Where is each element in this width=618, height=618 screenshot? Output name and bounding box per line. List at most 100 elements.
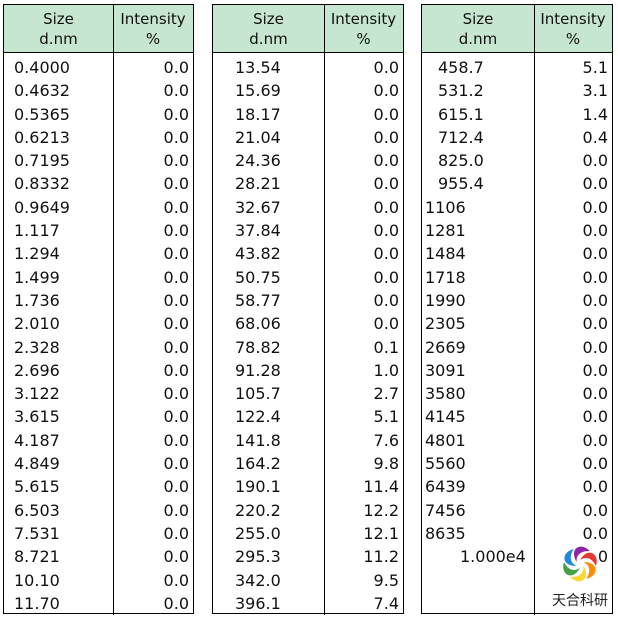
size-cell: 1106 <box>425 197 466 217</box>
intensity-cell: 0.0 <box>163 221 189 241</box>
size-cell: 43.82 <box>235 244 281 264</box>
size-cell: 0.9649 <box>14 197 70 217</box>
size-cell: 955.4 <box>438 174 484 194</box>
intensity-cell: 12.1 <box>363 523 399 543</box>
intensity-cell: 0.0 <box>163 337 189 357</box>
intensity-column: 5.1 3.1 1.4 0.4 0.0 0.0 0.0 0.0 0.0 0.0 0.0 0.0 0.0 0… <box>535 53 611 615</box>
size-cell: 615.1 <box>438 104 484 124</box>
size-cell: 396.1 <box>235 593 281 613</box>
intensity-cell: 0.0 <box>582 477 608 497</box>
intensity-cell: 0.0 <box>163 454 189 474</box>
intensity-column: 0.0 0.0 0.0 0.0 0.0 0.0 0.0 0.0 0.0 0.0 0.0 0.0 0.1 1… <box>325 53 402 615</box>
intensity-cell: 0.0 <box>373 221 399 241</box>
size-cell: 825.0 <box>438 151 484 171</box>
size-cell: 11.70 <box>14 593 60 613</box>
table-panel-1: Size d.nm Intensity % 0.4000 0.4632 0.5365… <box>3 4 194 616</box>
intensity-cell: 0.0 <box>163 244 189 264</box>
size-cell: 458.7 <box>438 58 484 77</box>
size-cell: 21.04 <box>235 127 281 147</box>
size-cell: 531.2 <box>438 81 484 101</box>
size-cell: 164.2 <box>235 454 281 474</box>
intensity-cell: 0.0 <box>373 267 399 287</box>
intensity-cell: 0.4 <box>582 127 608 147</box>
logo-petal <box>570 566 587 582</box>
logo: 天合科研 <box>550 542 610 610</box>
intensity-cell: 0.0 <box>163 523 189 543</box>
size-cell: 58.77 <box>235 290 281 310</box>
size-cell: 3091 <box>425 360 466 380</box>
intensity-cell: 0.0 <box>373 58 399 77</box>
size-cell: 0.5365 <box>14 104 70 124</box>
size-cell: 18.17 <box>235 104 281 124</box>
intensity-cell: 0.0 <box>582 454 608 474</box>
size-cell: 0.6213 <box>14 127 70 147</box>
intensity-cell: 9.8 <box>373 454 399 474</box>
size-cell: 5560 <box>425 454 466 474</box>
intensity-cell: 5.1 <box>582 58 608 77</box>
intensity-cell: 0.0 <box>163 174 189 194</box>
table-header: Size d.nm Intensity % <box>4 5 193 53</box>
intensity-cell: 0.0 <box>163 500 189 520</box>
size-cell: 4.849 <box>14 454 60 474</box>
size-cell: 6.503 <box>14 500 60 520</box>
intensity-cell: 0.0 <box>163 81 189 101</box>
size-cell: 15.69 <box>235 81 281 101</box>
size-cell: 141.8 <box>235 430 281 450</box>
intensity-cell: 0.0 <box>373 197 399 217</box>
size-cell: 2.696 <box>14 360 60 380</box>
intensity-cell: 11.4 <box>363 477 399 497</box>
intensity-cell: 0.0 <box>373 244 399 264</box>
intensity-cell: 0.0 <box>373 151 399 171</box>
size-column-header: Size d.nm <box>213 5 325 52</box>
intensity-cell: 0.0 <box>163 570 189 590</box>
swirl-logo-icon <box>563 546 597 582</box>
size-cell: 1718 <box>425 267 466 287</box>
size-cell <box>422 592 534 615</box>
intensity-column-header: Intensity % <box>120 9 186 48</box>
size-cell: 190.1 <box>235 477 281 497</box>
size-cell: 1.499 <box>14 267 60 287</box>
size-cell: 105.7 <box>235 384 281 404</box>
intensity-cell: 2.7 <box>373 384 399 404</box>
intensity-cell: 0.0 <box>582 407 608 427</box>
size-cell: 342.0 <box>235 570 281 590</box>
size-cell: 13.54 <box>235 58 281 77</box>
size-cell: 1.000e4 <box>460 547 526 567</box>
size-cell: 122.4 <box>235 407 281 427</box>
intensity-cell: 0.0 <box>582 360 608 380</box>
size-cell: 24.36 <box>235 151 281 171</box>
size-cell: 7.531 <box>14 523 60 543</box>
size-cell: 1484 <box>425 244 466 264</box>
intensity-cell: 0.0 <box>582 523 608 543</box>
logo-petal <box>580 552 597 566</box>
intensity-cell: 0.0 <box>163 290 189 310</box>
intensity-cell: 0.0 <box>582 314 608 334</box>
intensity-cell: 0.0 <box>582 384 608 404</box>
intensity-cell: 11.2 <box>363 547 399 567</box>
intensity-cell: 1.4 <box>582 104 608 124</box>
size-cell: 2669 <box>425 337 466 357</box>
size-cell: 2.010 <box>14 314 60 334</box>
intensity-cell: 0.0 <box>582 500 608 520</box>
size-cell: 2.328 <box>14 337 60 357</box>
size-cell: 0.7195 <box>14 151 70 171</box>
intensity-cell: 0.0 <box>163 593 189 613</box>
size-column: 458.7 531.2 615.1 712.4 825.0 955.4 1106 1281 14… <box>422 53 535 616</box>
intensity-cell: 0.0 <box>582 197 608 217</box>
size-cell: 68.06 <box>235 314 281 334</box>
intensity-cell: 0.0 <box>163 547 189 567</box>
size-cell: 1281 <box>425 221 466 241</box>
intensity-cell: 5.1 <box>373 407 399 427</box>
size-cell <box>422 569 534 592</box>
intensity-cell: 0.0 <box>582 174 608 194</box>
intensity-cell: 0.0 <box>582 221 608 241</box>
intensity-cell: 7.6 <box>373 430 399 450</box>
logo-petal <box>564 549 577 567</box>
table-panel-2: Size d.nm Intensity % 13.54 15.69 18.17 21.… <box>212 4 404 616</box>
intensity-cell: 0.0 <box>163 151 189 171</box>
size-cell: 7456 <box>425 500 466 520</box>
logo-petal <box>573 546 590 562</box>
size-cell: 4801 <box>425 430 466 450</box>
size-cell: 1.117 <box>14 221 60 241</box>
size-cell: 4.187 <box>14 430 60 450</box>
